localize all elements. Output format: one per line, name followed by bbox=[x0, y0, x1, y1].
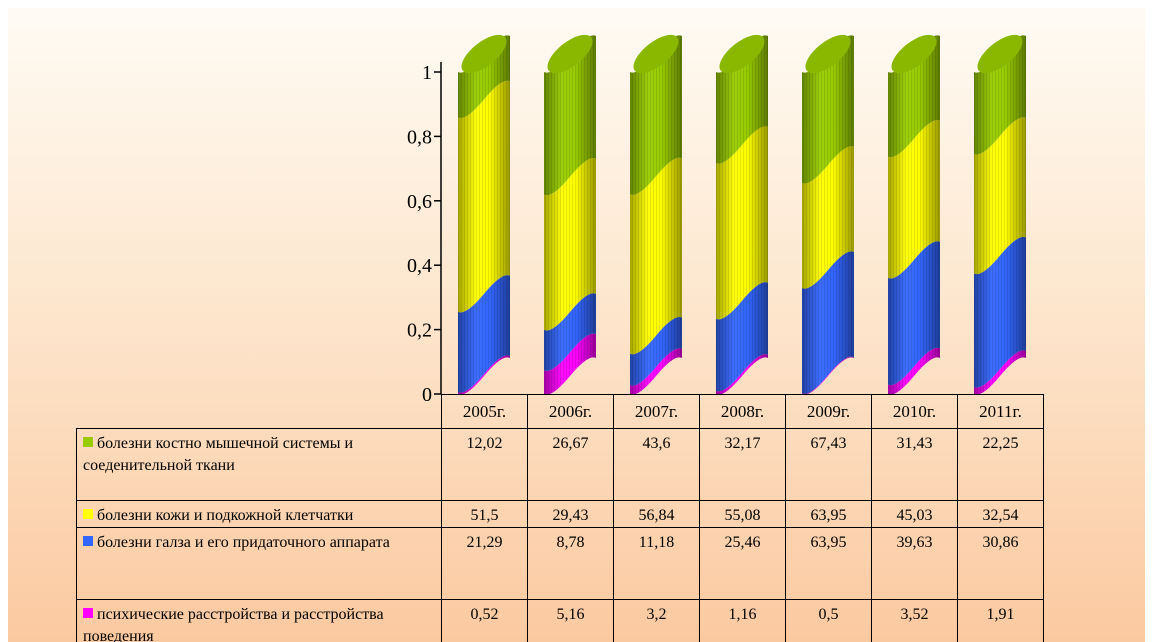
data-label: 21,29 bbox=[441, 527, 528, 600]
data-label: 3,52 bbox=[871, 599, 958, 642]
data-label: 56,84 bbox=[613, 500, 700, 528]
table-row: болезни костно мышечной системы и соеден… bbox=[76, 428, 1044, 501]
bar-segment-texture bbox=[802, 251, 854, 394]
bar-segment-texture bbox=[888, 35, 940, 158]
data-label: 63,95 bbox=[785, 500, 872, 528]
chart-plot: 00,20,40,60,81 bbox=[407, 34, 1026, 406]
bar-top-cap bbox=[633, 34, 679, 74]
table-row: психические расстройства и расстройства … bbox=[76, 599, 1044, 642]
bar-segment-texture bbox=[458, 80, 510, 313]
bar-top-cap bbox=[805, 34, 851, 74]
data-label: 1,91 bbox=[957, 599, 1044, 642]
y-axis: 00,20,40,60,81 bbox=[407, 62, 441, 406]
data-label: 3,2 bbox=[613, 599, 700, 642]
x-tick-label: 2006г. bbox=[527, 394, 614, 429]
data-label: 5,16 bbox=[527, 599, 614, 642]
x-tick-label: 2011г. bbox=[957, 394, 1044, 429]
data-label: 51,5 bbox=[441, 500, 528, 528]
y-tick-label: 0,6 bbox=[407, 191, 432, 213]
legend-swatch bbox=[83, 437, 93, 447]
bar-top-cap bbox=[461, 34, 507, 74]
x-tick-label: 2008г. bbox=[699, 394, 786, 429]
table-corner bbox=[76, 394, 442, 429]
data-label: 63,95 bbox=[785, 527, 872, 600]
legend-entry: психические расстройства и расстройства … bbox=[76, 599, 442, 642]
data-label: 22,25 bbox=[957, 428, 1044, 501]
legend-label: психические расстройства и расстройства … bbox=[83, 606, 384, 642]
data-label: 32,17 bbox=[699, 428, 786, 501]
data-table: 2005г. 2006г. 2007г. 2008г. 2009г. 2010г. 2011… bbox=[76, 394, 1044, 642]
bar-segment-texture bbox=[888, 241, 940, 386]
y-tick-label: 0,4 bbox=[407, 255, 432, 277]
legend-label: болезни костно мышечной системы и соеден… bbox=[83, 435, 354, 474]
y-tick-label: 1 bbox=[422, 62, 432, 84]
bar-segment-texture bbox=[716, 35, 768, 164]
legend-swatch bbox=[83, 536, 93, 546]
data-label: 0,52 bbox=[441, 599, 528, 642]
data-label: 67,43 bbox=[785, 428, 872, 501]
bar-segment-texture bbox=[544, 157, 596, 331]
bar-segment-texture bbox=[974, 117, 1026, 275]
data-label: 55,08 bbox=[699, 500, 786, 528]
x-tick-label: 2007г. bbox=[613, 394, 700, 429]
bar-segment-texture bbox=[630, 35, 682, 195]
data-label: 43,6 bbox=[613, 428, 700, 501]
x-tick-label: 2009г. bbox=[785, 394, 872, 429]
table-row: болезни кожи и подкожной клетчатки 51,5 29… bbox=[76, 500, 1044, 528]
bar-segment-texture bbox=[974, 35, 1026, 155]
bar-segment-texture bbox=[716, 126, 768, 320]
chart-frame: 0 0,2 0,4 0,6 0,8 1 2005г. 2006г. 2007г. 2008г. 2… bbox=[8, 8, 1145, 642]
legend-entry: болезни галза и его придаточного аппарат… bbox=[76, 527, 442, 600]
bar-segment-texture bbox=[716, 282, 768, 392]
bar-segment-texture bbox=[802, 356, 854, 395]
legend-entry: болезни костно мышечной системы и соеден… bbox=[76, 428, 442, 501]
bar-segment-texture bbox=[458, 275, 510, 393]
data-label: 30,86 bbox=[957, 527, 1044, 600]
legend-label: болезни кожи и подкожной клетчатки bbox=[97, 507, 354, 524]
data-label: 45,03 bbox=[871, 500, 958, 528]
legend-entry: болезни кожи и подкожной клетчатки bbox=[76, 500, 442, 528]
bar-top-cap bbox=[977, 34, 1023, 74]
bar-top-cap bbox=[891, 34, 937, 74]
bar-segment-texture bbox=[630, 348, 682, 395]
bar-segment-texture bbox=[544, 333, 596, 395]
bar-top-cap bbox=[719, 34, 765, 74]
data-label: 11,18 bbox=[613, 527, 700, 600]
y-tick-label: 0,2 bbox=[407, 320, 432, 342]
data-label: 29,43 bbox=[527, 500, 614, 528]
table-row: болезни галза и его придаточного аппарат… bbox=[76, 527, 1044, 600]
x-tick-label: 2010г. bbox=[871, 394, 958, 429]
legend-swatch bbox=[83, 509, 93, 519]
legend-swatch bbox=[83, 608, 93, 618]
data-label: 26,67 bbox=[527, 428, 614, 501]
data-label: 8,78 bbox=[527, 527, 614, 600]
y-tick-label: 0,8 bbox=[407, 126, 432, 148]
table-header-row: 2005г. 2006г. 2007г. 2008г. 2009г. 2010г. 2011… bbox=[76, 394, 1044, 429]
bar-segment-texture bbox=[802, 146, 854, 289]
bar-segment-texture bbox=[630, 317, 682, 386]
bar-segment-texture bbox=[888, 119, 940, 279]
data-label: 32,54 bbox=[957, 500, 1044, 528]
bar-segment-texture bbox=[544, 35, 596, 196]
bar-segment-texture bbox=[974, 350, 1026, 395]
bar-segment-texture bbox=[974, 236, 1026, 388]
bar-top-cap bbox=[547, 34, 593, 74]
bar-segment-texture bbox=[630, 157, 682, 355]
x-tick-label: 2005г. bbox=[441, 394, 528, 429]
bar-segment-texture bbox=[544, 293, 596, 371]
data-label: 12,02 bbox=[441, 428, 528, 501]
data-label: 1,16 bbox=[699, 599, 786, 642]
legend-label: болезни галза и его придаточного аппарат… bbox=[97, 534, 390, 551]
bar-segment-texture bbox=[716, 354, 768, 395]
data-label: 0,5 bbox=[785, 599, 872, 642]
data-label: 25,46 bbox=[699, 527, 786, 600]
data-label: 39,63 bbox=[871, 527, 958, 600]
bar-segment-texture bbox=[458, 355, 510, 395]
bars-group bbox=[458, 34, 1026, 395]
data-label: 31,43 bbox=[871, 428, 958, 501]
bar-segment-texture bbox=[888, 347, 940, 395]
